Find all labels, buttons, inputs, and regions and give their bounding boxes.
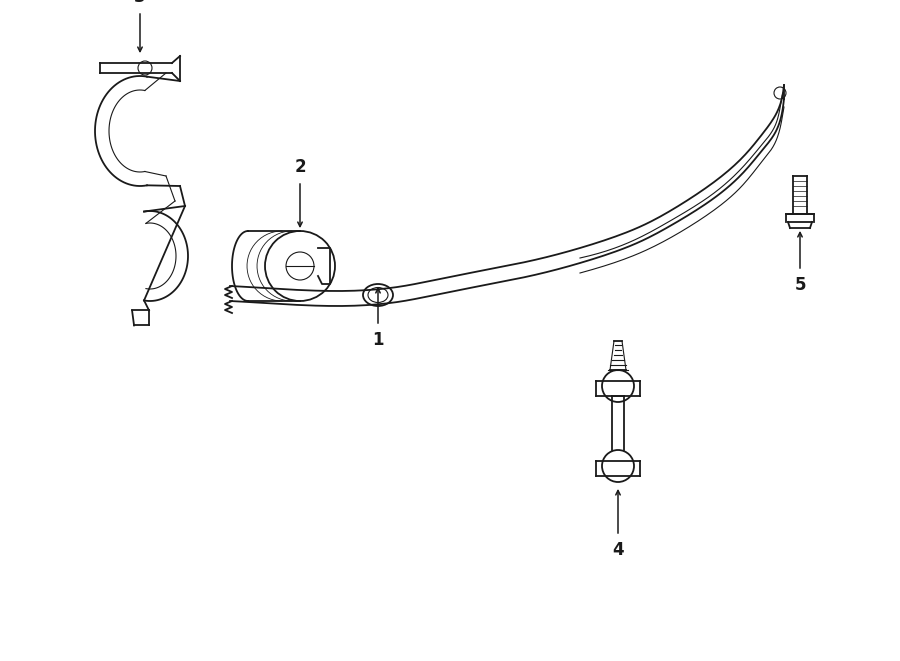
Text: 4: 4 — [612, 541, 624, 559]
Text: 3: 3 — [134, 0, 146, 6]
Text: 2: 2 — [294, 158, 306, 176]
Text: 1: 1 — [373, 331, 383, 349]
Text: 5: 5 — [794, 276, 806, 294]
